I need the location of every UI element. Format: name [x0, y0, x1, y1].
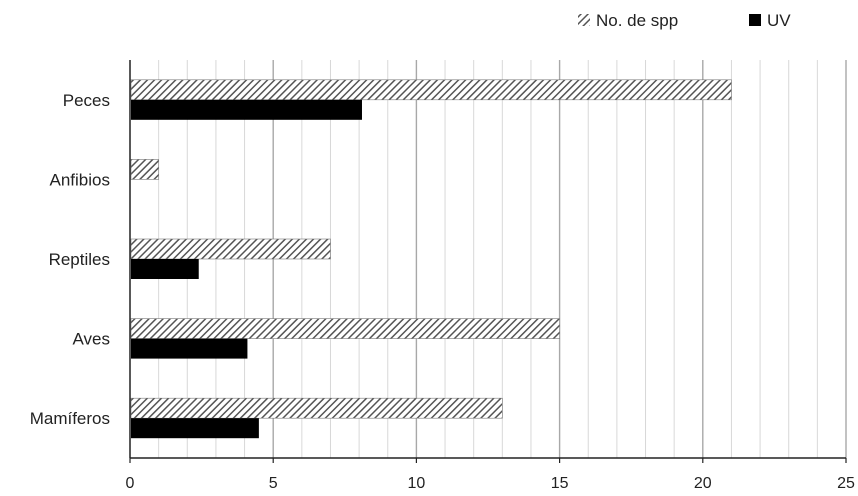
bar-no-de-spp-reptiles: [130, 238, 331, 260]
x-tick-label: 15: [551, 475, 569, 492]
x-tick-labels: 0 5 10 15 20 25: [126, 475, 855, 492]
x-tick-label: 5: [269, 475, 278, 492]
x-tick-label: 20: [694, 475, 712, 492]
bar-uv-peces: [131, 99, 362, 120]
category-label: Mamíferos: [30, 409, 110, 428]
legend: No. de spp UV: [578, 11, 791, 30]
category-label: Aves: [73, 330, 111, 349]
legend-label-no-de-spp: No. de spp: [596, 11, 678, 30]
bar-no-de-spp-anfibios: [130, 159, 159, 180]
bar-no-de-spp-mamíferos: [130, 397, 503, 419]
x-tick-label: 10: [408, 475, 426, 492]
legend-swatch-uv: [749, 14, 761, 26]
x-tick-label: 25: [837, 475, 855, 492]
bar-uv-mamíferos: [131, 418, 259, 439]
category-label: Anfibios: [50, 170, 110, 189]
bar-no-de-spp-aves: [130, 318, 560, 339]
category-labels: Mamíferos Aves Reptiles Anfibios Peces: [30, 91, 110, 428]
legend-swatch-no-de-spp: [578, 14, 590, 26]
bars: [130, 79, 732, 439]
gridlines: [158, 60, 847, 458]
x-tick-label: 0: [126, 475, 135, 492]
category-label: Reptiles: [49, 250, 110, 269]
axes: [129, 60, 847, 463]
bar-uv-reptiles: [131, 259, 199, 279]
legend-label-uv: UV: [767, 11, 791, 30]
category-label: Peces: [63, 91, 110, 110]
bar-uv-aves: [131, 338, 248, 359]
bar-no-de-spp-peces: [130, 79, 732, 101]
